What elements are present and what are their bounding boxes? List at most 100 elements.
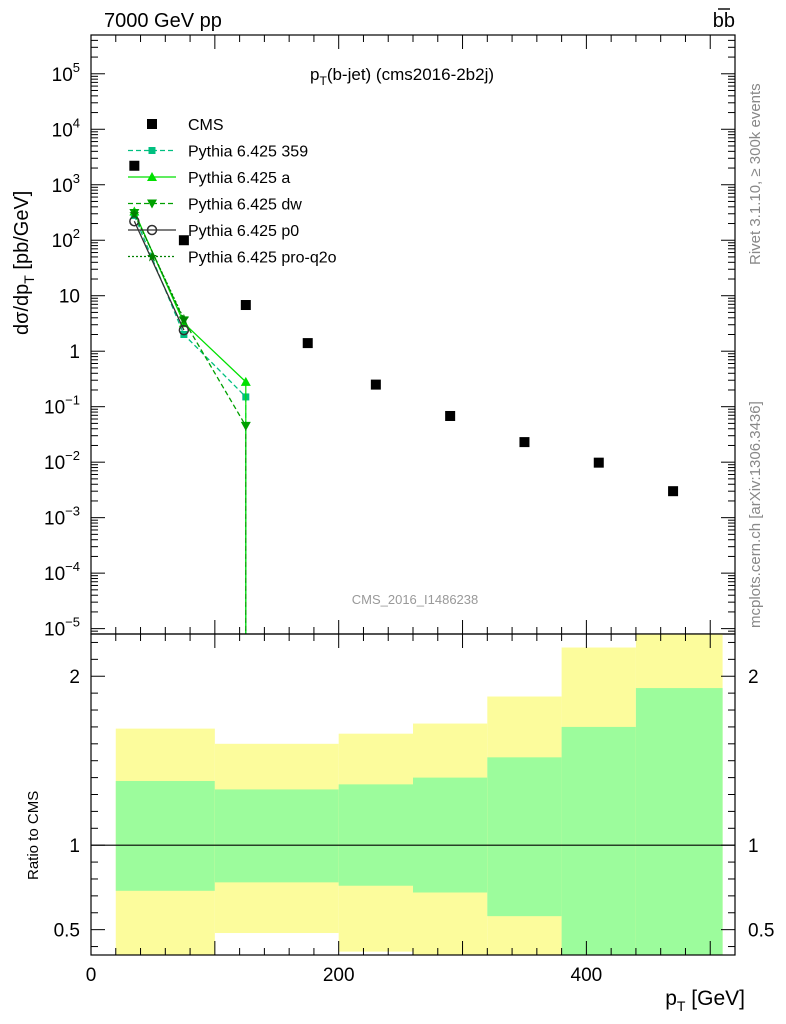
legend-item: Pythia 6.425 pro-q2o [128, 250, 337, 267]
series-4 [129, 215, 190, 336]
ratio-y-axis-label: Ratio to CMS [25, 791, 42, 880]
legend-label: Pythia 6.425 p0 [188, 223, 299, 240]
data-point [519, 437, 530, 448]
legend-label: Pythia 6.425 a [188, 170, 290, 187]
x-tick-label: 200 [323, 965, 355, 986]
y-tick-label: 103 [52, 171, 80, 197]
header-process: bb [713, 10, 735, 32]
data-point [129, 215, 140, 227]
band-inner [561, 726, 636, 955]
ratio-y-tick-label-right: 0.5 [748, 921, 774, 942]
data-point [240, 376, 251, 386]
y-tick-label: 10−2 [44, 448, 80, 474]
x-tick-label: 0 [86, 965, 97, 986]
mcplots-label: mcplots.cern.ch [arXiv:1306.3436] [747, 401, 764, 628]
band-inner [115, 780, 215, 891]
ratio-y-tick-label-right: 2 [748, 667, 759, 688]
y-tick-label-base: 10 [44, 398, 65, 419]
rivet-label: Rivet 3.1.10, ≥ 300k events [747, 83, 764, 265]
data-point [668, 486, 679, 497]
legend: CMS Pythia 6.425 359 Pythia 6.425 a Pythia … [128, 117, 337, 267]
ratio-y-tick-label: 1 [69, 836, 80, 857]
data-point [178, 324, 190, 336]
watermark-label: CMS_2016_I1486238 [352, 592, 479, 607]
legend-item: Pythia 6.425 359 [128, 144, 308, 161]
y-tick-label: 10−3 [44, 504, 80, 530]
y-tick-label-exp: −5 [65, 615, 80, 630]
y-tick-label-exp: 2 [73, 226, 80, 241]
legend-label: CMS [188, 117, 224, 134]
ratio-panel: 0.5 0.5 1 1 2 2 0 200 400 Ratio to CMS pT [GeV] [25, 633, 774, 1014]
chart-title-p: p [310, 65, 319, 84]
legend-marker [147, 119, 157, 129]
band-inner [635, 688, 723, 955]
x-axis-label-sub: T [677, 998, 686, 1014]
series-line [133, 220, 185, 331]
data-point [445, 410, 456, 421]
y-tick-label: 105 [52, 60, 80, 86]
data-point [593, 457, 604, 468]
data-point [302, 338, 313, 349]
data-point [178, 314, 189, 325]
series-2 [129, 206, 251, 634]
series-5 [129, 208, 189, 325]
y-tick-label-base: 10 [52, 120, 73, 141]
y-tick-label-base: 10 [52, 176, 73, 197]
y-tick-label-exp: 4 [73, 115, 80, 130]
y-tick-label-exp: 5 [73, 60, 80, 75]
ratio-y-tick-label: 2 [69, 667, 80, 688]
data-point [240, 421, 251, 431]
y-tick-label-base: 10 [44, 564, 65, 585]
chart-title-rest: (b-jet) (cms2016-2b2j) [327, 65, 494, 84]
series-3 [129, 208, 251, 634]
legend-marker [148, 147, 156, 154]
chart-title-sub: T [319, 74, 327, 88]
ratio-frame [90, 633, 736, 956]
ratio-y-tick-label: 0.5 [54, 921, 80, 942]
legend-item: Pythia 6.425 p0 [128, 223, 299, 240]
x-axis-label-main: p [665, 987, 677, 1010]
x-axis-label-rest: [GeV] [685, 987, 745, 1010]
y-tick-label: 104 [52, 115, 80, 141]
chart-title: pT(b-jet) (cms2016-2b2j) [310, 65, 494, 88]
data-layer [129, 160, 679, 634]
series-1 [130, 211, 250, 634]
legend-item: CMS [147, 117, 224, 134]
legend-label: Pythia 6.425 dw [188, 197, 302, 214]
y-tick-label: 10−4 [44, 559, 80, 585]
header-energy: 7000 GeV pp [104, 10, 222, 32]
y-tick-label-base: 10 [59, 287, 80, 308]
x-axis-label: pT [GeV] [665, 987, 745, 1014]
band-inner [214, 789, 339, 883]
legend-marker [147, 251, 157, 262]
y-tick-label-exp: −2 [65, 448, 80, 463]
y-axis-label-main: dσ/dp [11, 284, 33, 335]
y-tick-label-base: 10 [44, 453, 65, 474]
y-tick-label-base: 10 [52, 65, 73, 86]
y-tick-label: 1 [69, 342, 80, 363]
band-inner [413, 777, 488, 893]
legend-label: Pythia 6.425 pro-q2o [188, 250, 337, 267]
y-tick-label-base: 10 [52, 231, 73, 252]
y-tick-label: 102 [52, 226, 80, 252]
data-point [129, 208, 140, 219]
y-tick-label-exp: −4 [65, 559, 80, 574]
legend-label: Pythia 6.425 359 [188, 144, 308, 161]
y-tick-label: 10 [59, 287, 80, 308]
y-tick-label-base: 10 [44, 620, 65, 641]
y-axis-label-sub: T [21, 275, 37, 284]
band-inner [338, 784, 413, 886]
y-tick-label-base: 1 [69, 342, 80, 363]
y-tick-label: 10−1 [44, 393, 80, 419]
legend-item: Pythia 6.425 a [128, 170, 290, 187]
y-tick-label-base: 10 [44, 509, 65, 530]
y-axis-label: dσ/dpT [pb/GeV] [11, 191, 37, 335]
legend-item: Pythia 6.425 dw [128, 197, 302, 214]
legend-marker [147, 172, 157, 181]
legend-marker [146, 224, 158, 236]
series-line [133, 215, 247, 398]
series-line [133, 212, 247, 427]
y-tick-label-exp: −1 [65, 393, 80, 408]
ratio-y-tick-label-right: 1 [748, 836, 759, 857]
